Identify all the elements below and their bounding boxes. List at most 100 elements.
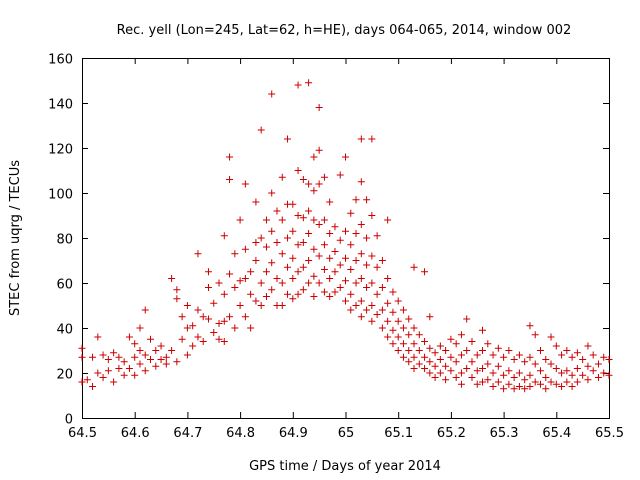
data-point (563, 367, 571, 375)
data-point (473, 367, 481, 375)
data-point (305, 257, 313, 264)
data-point (226, 313, 234, 321)
data-point (347, 290, 355, 298)
data-point (273, 207, 281, 215)
data-points (78, 79, 613, 393)
data-point (426, 358, 434, 366)
data-point (515, 351, 523, 359)
data-point (389, 340, 397, 348)
data-point (426, 344, 434, 352)
data-point (131, 353, 139, 361)
data-point (284, 234, 292, 242)
data-point (457, 380, 465, 388)
data-point (252, 257, 260, 264)
data-point (605, 356, 613, 363)
data-point (315, 180, 323, 188)
data-point (494, 362, 502, 370)
data-point (173, 295, 181, 303)
data-point (484, 376, 492, 384)
data-point (310, 245, 318, 253)
data-point (194, 250, 202, 258)
data-point (384, 333, 392, 341)
y-tick-label: 140 (48, 98, 73, 113)
data-point (405, 347, 413, 354)
data-point (278, 216, 286, 224)
data-point (183, 351, 191, 359)
data-point (152, 362, 160, 370)
data-point (442, 347, 450, 354)
data-point (183, 324, 191, 332)
data-point (342, 227, 349, 235)
data-point (357, 221, 365, 228)
data-point (363, 306, 371, 314)
data-point (552, 365, 560, 372)
data-point (363, 261, 371, 269)
data-point (131, 371, 139, 379)
data-point (110, 378, 118, 386)
data-point (510, 356, 518, 363)
data-point (326, 275, 334, 282)
data-point (262, 243, 270, 251)
data-point (399, 353, 407, 361)
data-point (147, 335, 155, 343)
data-point (157, 342, 165, 350)
data-point (215, 279, 223, 287)
data-point (510, 385, 518, 393)
data-point (463, 347, 471, 354)
data-point (410, 263, 418, 271)
data-point (436, 369, 444, 377)
data-point (141, 367, 149, 375)
data-point (357, 275, 365, 282)
data-point (352, 257, 360, 264)
data-point (415, 360, 423, 368)
data-point (189, 322, 197, 330)
data-point (589, 351, 597, 359)
data-point (568, 371, 576, 379)
data-point (373, 263, 381, 271)
data-point (162, 360, 170, 368)
x-tick-label: 64.6 (121, 426, 150, 441)
data-point (515, 383, 523, 390)
data-point (326, 230, 334, 237)
data-point (294, 268, 302, 276)
data-point (125, 365, 133, 372)
data-point (278, 279, 286, 287)
data-point (284, 263, 292, 271)
data-point (220, 338, 228, 345)
data-point (262, 293, 270, 300)
data-point (589, 367, 597, 375)
data-point (136, 360, 144, 368)
data-point (268, 90, 276, 98)
data-point (563, 378, 571, 386)
data-point (352, 196, 360, 204)
data-point (494, 344, 502, 352)
data-point (352, 302, 360, 309)
data-point (579, 371, 587, 379)
data-point (531, 378, 539, 386)
data-point (405, 331, 413, 339)
data-point (268, 259, 276, 267)
data-point (399, 324, 407, 332)
data-point (473, 351, 481, 359)
data-point (484, 340, 492, 348)
x-tick-label: 65 (338, 426, 355, 441)
data-point (489, 383, 497, 390)
data-point (241, 313, 249, 321)
x-tick-label: 64.9 (279, 426, 308, 441)
y-tick-label: 20 (56, 368, 73, 383)
data-point (357, 297, 365, 305)
data-point (363, 196, 371, 204)
data-point (421, 338, 429, 345)
data-point (131, 340, 139, 348)
data-point (278, 250, 286, 258)
data-point (315, 252, 323, 260)
data-point (220, 232, 228, 240)
data-point (278, 173, 286, 181)
data-point (368, 252, 376, 260)
data-point (552, 342, 560, 350)
data-point (305, 207, 313, 215)
x-tick-label: 64.7 (173, 426, 202, 441)
data-point (479, 365, 487, 372)
data-point (526, 371, 534, 379)
data-point (320, 266, 328, 273)
